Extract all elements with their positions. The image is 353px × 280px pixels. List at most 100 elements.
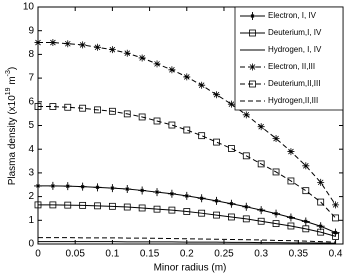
marker (48, 181, 57, 190)
marker (213, 91, 221, 99)
marker (287, 177, 295, 185)
marker (242, 111, 250, 119)
x-tick-label: 0.4 (329, 249, 343, 260)
marker (79, 201, 87, 209)
y-tick-label: 10 (23, 2, 35, 13)
legend-label: Electron, II,III (268, 62, 315, 71)
marker (34, 103, 42, 110)
marker (138, 186, 147, 195)
y-tick-label: 2 (28, 191, 34, 202)
marker (64, 103, 72, 111)
y-axis-label-part: -3 (5, 70, 12, 76)
series-line (38, 106, 336, 219)
legend-box (234, 6, 344, 111)
marker (332, 233, 339, 240)
marker (34, 201, 42, 209)
marker (153, 60, 161, 68)
marker (78, 182, 87, 191)
marker (138, 54, 146, 62)
marker (49, 103, 57, 110)
y-axis-label-part: ) (7, 67, 18, 70)
y-tick-label: 6 (28, 96, 34, 107)
marker (257, 217, 265, 225)
x-axis-label: Minor radius (m) (154, 263, 227, 274)
marker (317, 178, 325, 186)
y-tick-label: 4 (28, 144, 34, 155)
marker (198, 81, 206, 89)
marker (213, 138, 220, 146)
marker (108, 184, 117, 193)
marker (257, 206, 266, 215)
marker (168, 206, 176, 214)
y-tick-label: 3 (28, 168, 34, 179)
marker (138, 113, 146, 121)
marker (286, 213, 295, 222)
marker (242, 215, 250, 223)
marker (168, 121, 176, 129)
marker (257, 123, 265, 131)
marker (272, 209, 281, 218)
series-line (38, 241, 336, 244)
legend-label: Hydrogen, I, IV (268, 45, 322, 54)
y-tick-label: 0 (28, 239, 34, 250)
marker (167, 189, 176, 198)
y-axis-label: Plasma density (x1019 m-3) (5, 67, 17, 186)
marker (213, 211, 220, 219)
x-tick-label: 0.2 (180, 249, 194, 260)
marker (63, 182, 72, 191)
marker (272, 220, 280, 228)
x-tick-label: 0.15 (140, 249, 160, 260)
marker (79, 104, 87, 112)
marker (79, 41, 87, 49)
marker (272, 135, 280, 143)
marker (287, 222, 295, 230)
marker (197, 194, 206, 203)
x-tick-label: 0.25 (214, 249, 234, 260)
marker (94, 43, 102, 51)
y-tick-label: 8 (28, 49, 34, 60)
marker (242, 202, 251, 211)
marker (138, 204, 146, 212)
marker (248, 12, 257, 20)
marker (183, 126, 191, 134)
marker (183, 208, 191, 215)
x-tick-label: 0.05 (65, 249, 85, 260)
y-axis-label-part: m (7, 76, 18, 87)
marker (228, 145, 235, 152)
marker (302, 225, 310, 233)
marker (93, 183, 102, 192)
marker (64, 201, 72, 209)
y-axis-label-part: 19 (5, 87, 12, 95)
marker (257, 160, 265, 168)
marker (123, 185, 132, 194)
marker (49, 201, 57, 209)
marker (34, 181, 42, 190)
marker (94, 106, 101, 114)
marker (64, 40, 72, 48)
x-tick-label: 0 (35, 249, 41, 260)
marker (123, 110, 131, 118)
marker (332, 201, 340, 209)
marker (331, 228, 340, 237)
marker (123, 203, 131, 211)
y-tick-label: 1 (28, 215, 34, 226)
legend-label: Electron, I, IV (268, 11, 317, 20)
marker (242, 152, 250, 160)
marker (108, 202, 116, 210)
marker (108, 46, 116, 54)
marker (123, 49, 131, 57)
marker (332, 214, 339, 222)
marker (183, 73, 191, 81)
marker (49, 39, 57, 47)
marker (317, 198, 325, 206)
marker (168, 66, 176, 74)
marker (249, 63, 256, 71)
legend-label: Deuterium,II,III (268, 79, 320, 88)
legend: Electron, I, IV Deuterium,I, IV Hydrogen, … (234, 6, 344, 111)
marker (228, 213, 235, 221)
y-tick-label: 7 (28, 73, 34, 84)
marker (227, 199, 236, 208)
x-tick-label: 0.35 (289, 249, 309, 260)
